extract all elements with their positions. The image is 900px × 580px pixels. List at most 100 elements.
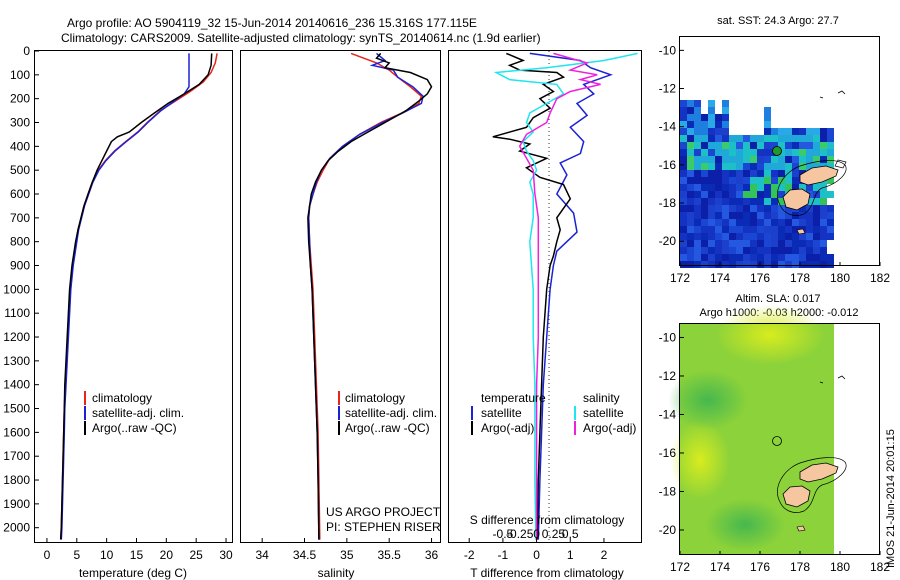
sst-cell [827,128,834,135]
sst-cell [736,170,743,177]
sst-cell [687,149,694,156]
small-island [796,525,806,532]
sst-cell [771,184,778,191]
sst-cell [757,184,764,191]
sst-cell [722,254,729,261]
sst-cell [687,219,694,226]
lon-tick-label: 178 [790,560,810,574]
sst-cell [757,191,764,198]
sst-cell [813,184,820,191]
lon-tick-label: 180 [830,560,850,574]
sst-cell [722,142,729,149]
sst-cell [750,191,757,198]
sst-cell [764,121,771,128]
s-tick-label: 0.5 [562,527,579,541]
sst-cell [736,240,743,247]
sst-map-title: sat. SST: 24.3 Argo: 27.7 [717,15,839,27]
sst-cell [680,254,687,261]
sst-cell [757,170,764,177]
sst-cell [757,156,764,163]
sst-cell [813,198,820,205]
sst-cell [792,177,799,184]
sst-cell [708,156,715,163]
sst-cell [771,177,778,184]
sst-cell [813,142,820,149]
sst-cell [792,149,799,156]
sst-cell [729,205,736,212]
sst-cell [764,156,771,163]
sst-cell [680,114,687,121]
sst-cell [694,205,701,212]
sst-cell [687,156,694,163]
legend-label-satellite: satellite [583,406,624,420]
sst-cell [750,177,757,184]
lon-tick-label: 174 [710,271,730,285]
sst-cell [792,261,799,268]
sst-cell [736,219,743,226]
sst-cell [687,233,694,240]
sst-cell [778,219,785,226]
sst-cell [799,156,806,163]
sst-cell [715,170,722,177]
sst-cell [806,233,813,240]
sst-cell [680,240,687,247]
sst-cell [813,135,820,142]
sst-cell [799,219,806,226]
sst-cell [715,177,722,184]
series-line-2 [59,53,213,540]
sst-cell [687,142,694,149]
sst-cell [729,226,736,233]
sst-cell [827,261,834,268]
sst-cell [771,170,778,177]
sst-cell [701,198,708,205]
x-tick-label: 0 [44,548,51,562]
sst-cell [820,254,827,261]
sst-cell [799,135,806,142]
sst-cell [771,226,778,233]
sst-cell [715,205,722,212]
project-annotation: US ARGO PROJECT [326,505,441,519]
viti-levu-island [782,485,811,508]
sst-cell [715,142,722,149]
x-tick-label: 2 [601,548,608,562]
series-line-0 [529,52,613,540]
x-tick-label: 20 [160,548,174,562]
sst-cell [680,191,687,198]
sst-cell [820,247,827,254]
sst-cell [750,247,757,254]
sst-cell [729,254,736,261]
sst-cell [708,177,715,184]
sst-cell [827,156,834,163]
depth-tick-label: 1000 [3,282,30,296]
legend-label-argo: Argo(..raw -QC) [345,421,430,435]
sst-cell [743,184,750,191]
sst-cell [680,177,687,184]
sst-cell [792,163,799,170]
sst-cell [687,205,694,212]
sst-cell [680,163,687,170]
sst-cell [729,177,736,184]
sst-cell [771,128,778,135]
x-tick-label: -2 [464,548,475,562]
sst-cell [778,247,785,254]
sst-cell [785,205,792,212]
sst-cell [785,128,792,135]
sla-low-anomaly [668,370,748,430]
sst-cell [799,128,806,135]
sst-cell [806,163,813,170]
sst-cell [708,191,715,198]
sst-cell [792,184,799,191]
lon-tick-label: 178 [790,271,810,285]
sst-cell [792,247,799,254]
sst-cell [701,156,708,163]
sst-cell [701,114,708,121]
sst-cell [764,170,771,177]
sst-cell [715,212,722,219]
sst-cell [694,254,701,261]
sst-cell [827,142,834,149]
sst-cell [715,247,722,254]
lat-tick-label: -14 [659,120,677,134]
sst-cell [799,149,806,156]
sst-cell [701,233,708,240]
sst-cell [778,128,785,135]
